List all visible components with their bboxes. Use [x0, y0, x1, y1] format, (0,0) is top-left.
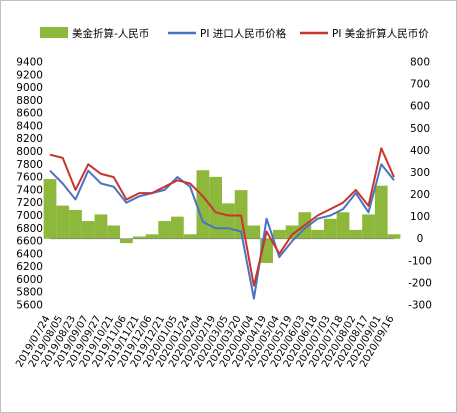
series-line — [49, 147, 395, 287]
y-left-tick-label: 9200 — [16, 69, 43, 81]
area-bar — [43, 179, 57, 239]
legend-label: PI 美金折算人民币价 — [332, 27, 429, 40]
area-bar — [323, 218, 337, 239]
y-right-tick-label: 0 — [417, 233, 424, 245]
y-right-tick-label: 400 — [410, 145, 430, 157]
area-bar — [183, 234, 197, 239]
area-bar — [132, 236, 146, 239]
y-right-tick-label: -300 — [408, 300, 432, 312]
y-right-tick-label: 200 — [410, 189, 430, 201]
area-bar — [222, 203, 235, 239]
area-bar — [120, 238, 133, 244]
legend-label: 美金折算-人民币 — [72, 27, 149, 40]
y-left-tick-label: 6800 — [16, 223, 43, 235]
y-right-tick-label: 300 — [410, 167, 430, 179]
y-left-tick-label: 7400 — [16, 184, 43, 196]
y-left-tick-label: 9400 — [16, 57, 43, 69]
y-left-tick-label: 6200 — [16, 261, 43, 273]
legend-swatch-area — [40, 27, 68, 38]
area-bar — [336, 212, 350, 239]
y-left-tick-label: 8800 — [16, 95, 43, 107]
y-left-tick-label: 8600 — [16, 108, 43, 120]
area-bar — [94, 214, 108, 239]
area-bar — [209, 176, 222, 239]
area-bar — [285, 225, 299, 239]
line-layer — [49, 147, 395, 300]
area-bar — [69, 210, 82, 239]
area-bar — [247, 225, 261, 239]
y-left-tick-label: 8000 — [16, 146, 43, 158]
y-right-tick-label: 700 — [410, 79, 430, 91]
y-left-tick-label: 8400 — [16, 120, 43, 132]
y-left-tick-label: 6000 — [16, 274, 43, 286]
series-line — [49, 163, 395, 300]
y-left-tick-label: 5800 — [16, 287, 43, 299]
x-axis: 2019/07/242019/08/052019/08/232019/09/07… — [14, 314, 396, 369]
area-bar — [81, 221, 95, 239]
y-left-tick-label: 7000 — [16, 210, 43, 222]
y-left-tick-label: 8200 — [16, 133, 43, 145]
area-bar — [145, 234, 159, 239]
y-left-axis: 5600580060006200640066006800700072007400… — [16, 57, 43, 312]
area-bar — [311, 229, 324, 239]
y-left-tick-label: 7600 — [16, 172, 43, 184]
y-left-tick-label: 7200 — [16, 197, 43, 209]
area-bar — [234, 190, 248, 239]
y-right-tick-label: -200 — [408, 277, 432, 289]
y-right-axis: -300 -200 -100 0 100 200 300 400 500 600 700 800 — [408, 57, 432, 312]
area-bar — [171, 216, 184, 239]
area-bar — [56, 205, 70, 239]
y-left-tick-label: 6600 — [16, 236, 43, 248]
area-bar — [362, 214, 375, 239]
y-right-tick-label: 800 — [410, 57, 430, 69]
legend-label: PI 进口人民币价格 — [200, 27, 287, 40]
area-layer — [43, 170, 401, 264]
y-right-tick-label: 500 — [410, 123, 430, 135]
y-left-tick-label: 9000 — [16, 82, 43, 94]
y-right-tick-label: 100 — [410, 211, 430, 223]
y-right-tick-label: -100 — [408, 255, 432, 267]
area-bar — [387, 234, 401, 239]
y-left-tick-label: 6400 — [16, 248, 43, 260]
area-bar — [158, 221, 172, 239]
area-bar — [107, 225, 121, 239]
y-right-tick-label: 600 — [410, 101, 430, 113]
y-left-tick-label: 7800 — [16, 159, 43, 171]
area-bar — [374, 185, 388, 239]
area-bar — [196, 170, 210, 239]
area-bar — [272, 229, 286, 239]
y-left-tick-label: 5600 — [16, 300, 43, 312]
area-bar — [349, 229, 363, 239]
legend: 美金折算-人民币 PI 进口人民币价格 PI 美金折算人民币价 — [40, 27, 429, 40]
